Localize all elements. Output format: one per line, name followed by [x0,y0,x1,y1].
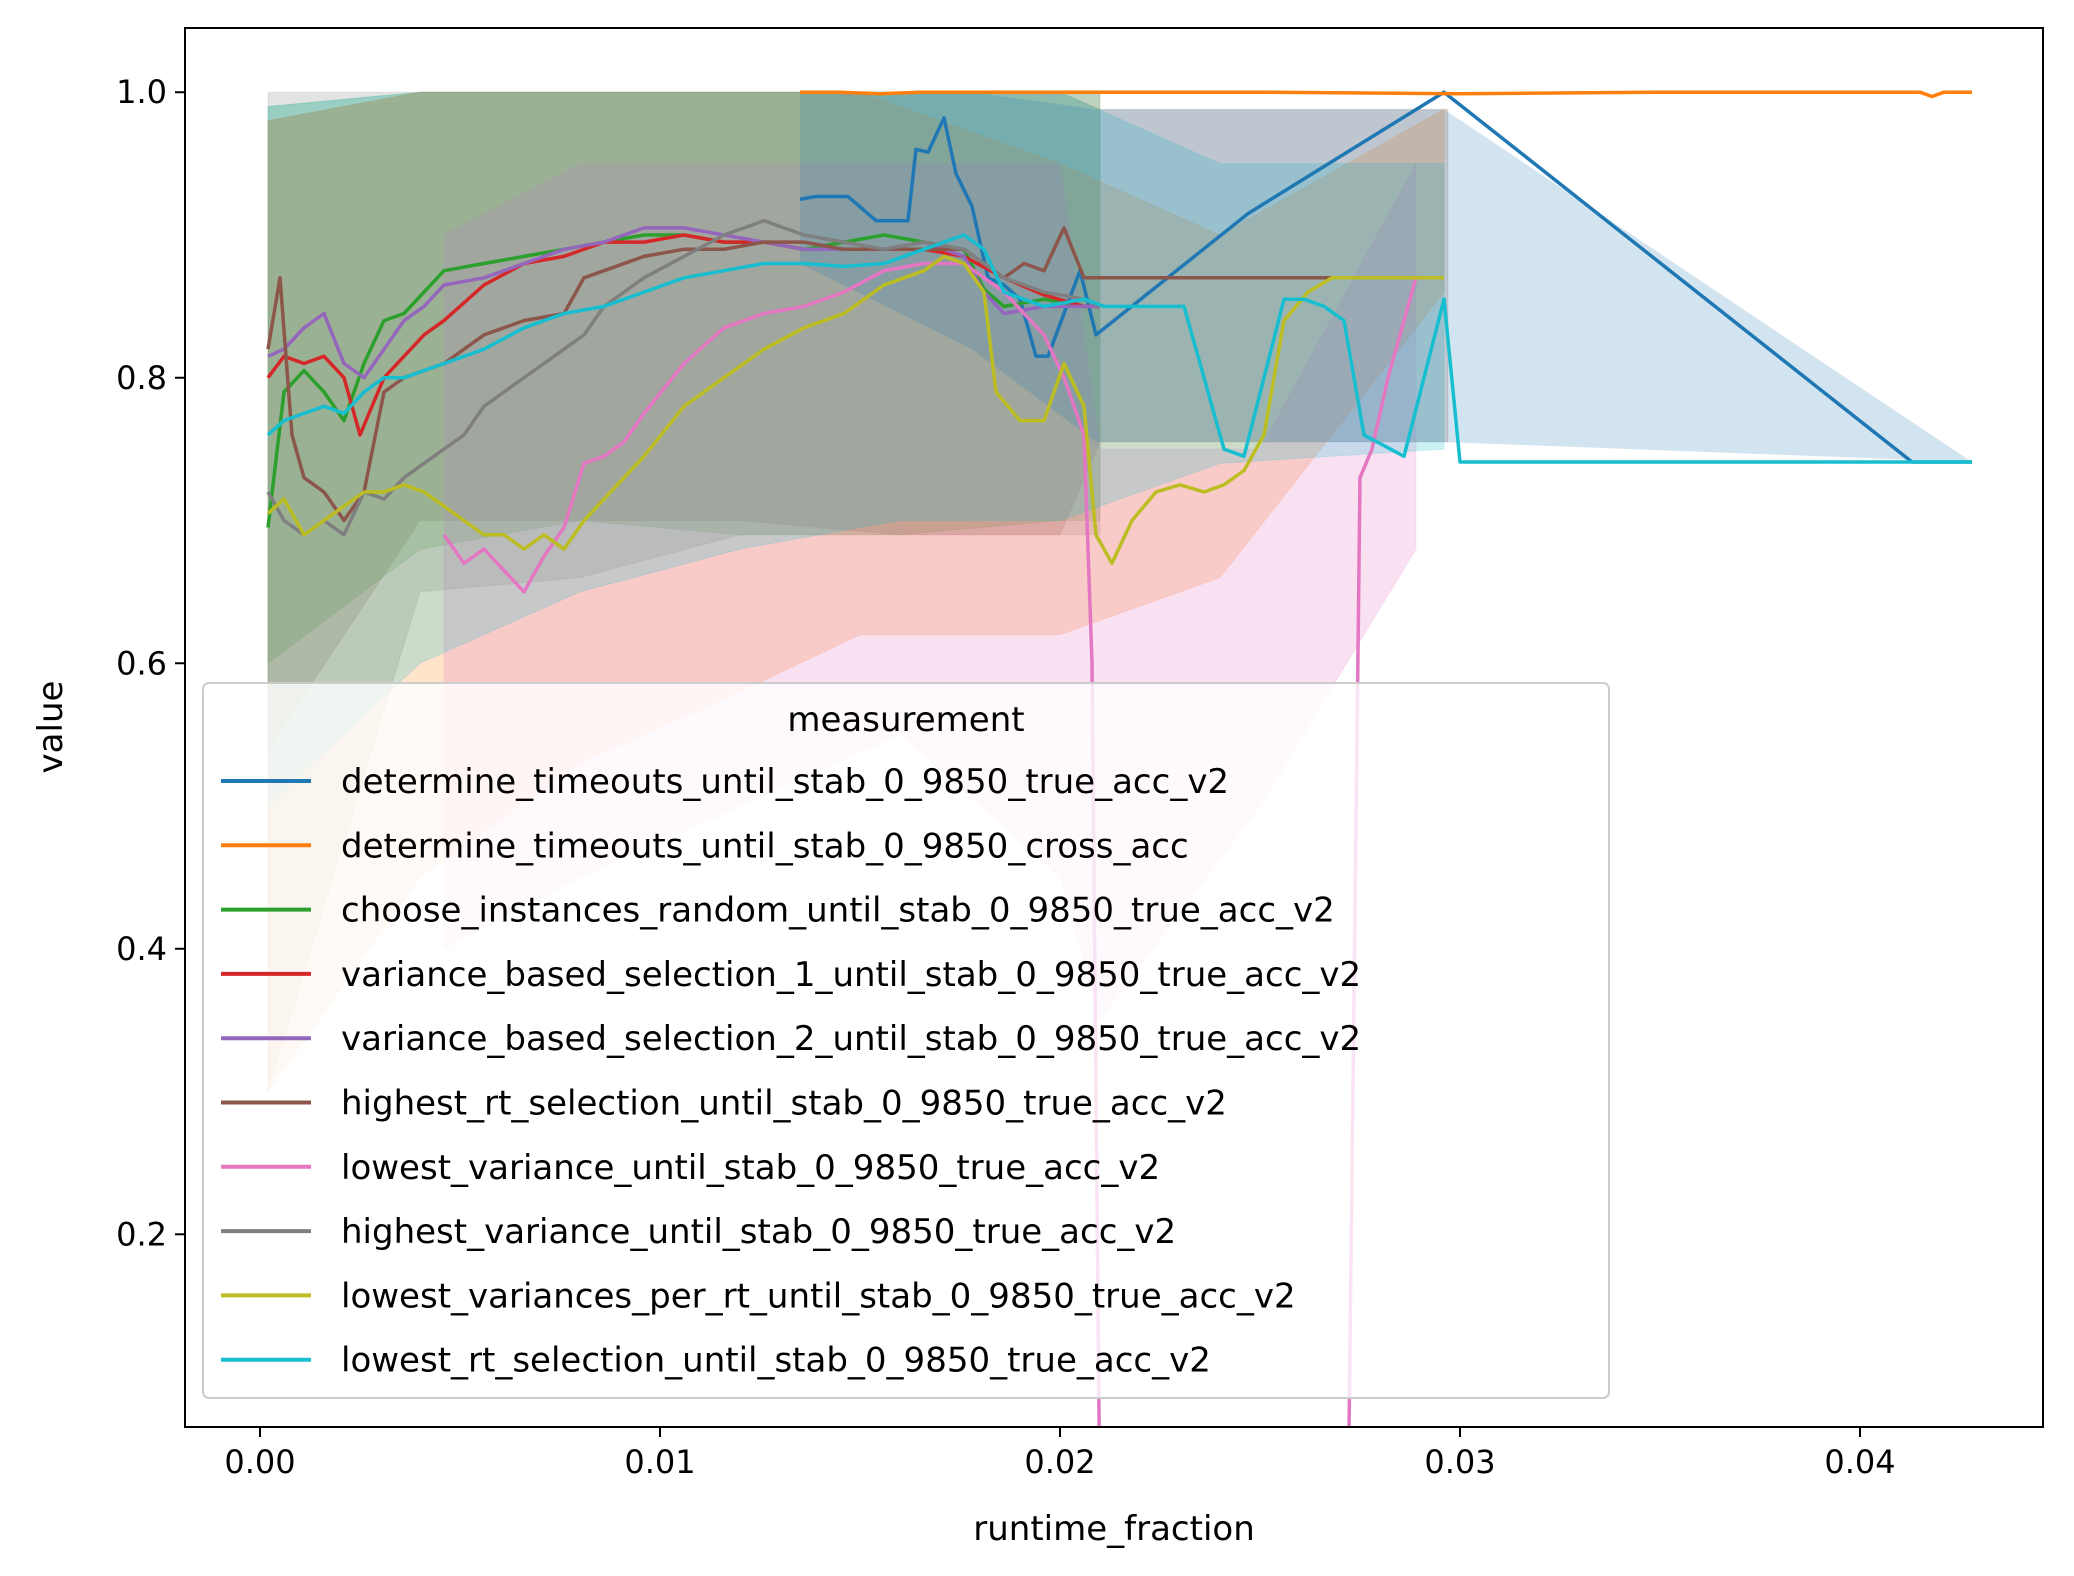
x-tick-label: 0.01 [624,1443,695,1481]
legend-label: lowest_rt_selection_until_stab_0_9850_tr… [341,1341,1211,1381]
x-tick-label: 0.03 [1424,1443,1495,1481]
x-axis-label: runtime_fraction [973,1509,1255,1549]
y-tick-label: 0.2 [116,1215,167,1253]
legend-label: variance_based_selection_1_until_stab_0_… [341,955,1361,995]
y-tick-label: 1.0 [116,73,167,111]
series-line-1 [800,90,1972,99]
legend-title: measurement [787,700,1024,740]
legend-label: determine_timeouts_until_stab_0_9850_cro… [341,826,1189,866]
series-line-9 [266,233,1972,464]
legend: measurement determine_timeouts_until_stab… [202,682,1610,1399]
y-tick-label: 0.8 [116,359,167,397]
legend-label: highest_rt_selection_until_stab_0_9850_t… [341,1084,1227,1124]
legend-label: determine_timeouts_until_stab_0_9850_tru… [341,762,1229,802]
series-line-6 [442,261,1418,1427]
series-line-0 [799,90,1972,464]
series-line-5 [266,226,1340,523]
x-tick-label: 0.00 [224,1443,295,1481]
confidence-band-5 [267,91,1445,808]
legend-label: variance_based_selection_2_until_stab_0_… [341,1019,1361,1059]
x-tick-label: 0.04 [1824,1443,1895,1481]
series-lines [266,90,1972,1427]
x-axis: 0.00 0.01 0.02 0.03 0.04 [224,1427,1896,1481]
plot-frame [184,27,2044,1428]
x-tick-label: 0.02 [1024,1443,1095,1481]
y-axis: 0.2 0.4 0.6 0.8 1.0 [116,73,185,1253]
legend-label: choose_instances_random_until_stab_0_985… [341,891,1335,931]
series-line-8 [266,254,1444,566]
legend-label: lowest_variances_per_rt_until_stab_0_985… [341,1276,1296,1316]
y-axis-label: value [31,681,71,774]
series-line-4 [267,226,1100,380]
legend-box [202,682,1610,1399]
legend-label: lowest_variance_until_stab_0_9850_true_a… [341,1148,1160,1188]
y-tick-label: 0.6 [116,644,167,682]
legend-label: highest_variance_until_stab_0_9850_true_… [341,1212,1176,1252]
y-tick-label: 0.4 [116,930,167,968]
